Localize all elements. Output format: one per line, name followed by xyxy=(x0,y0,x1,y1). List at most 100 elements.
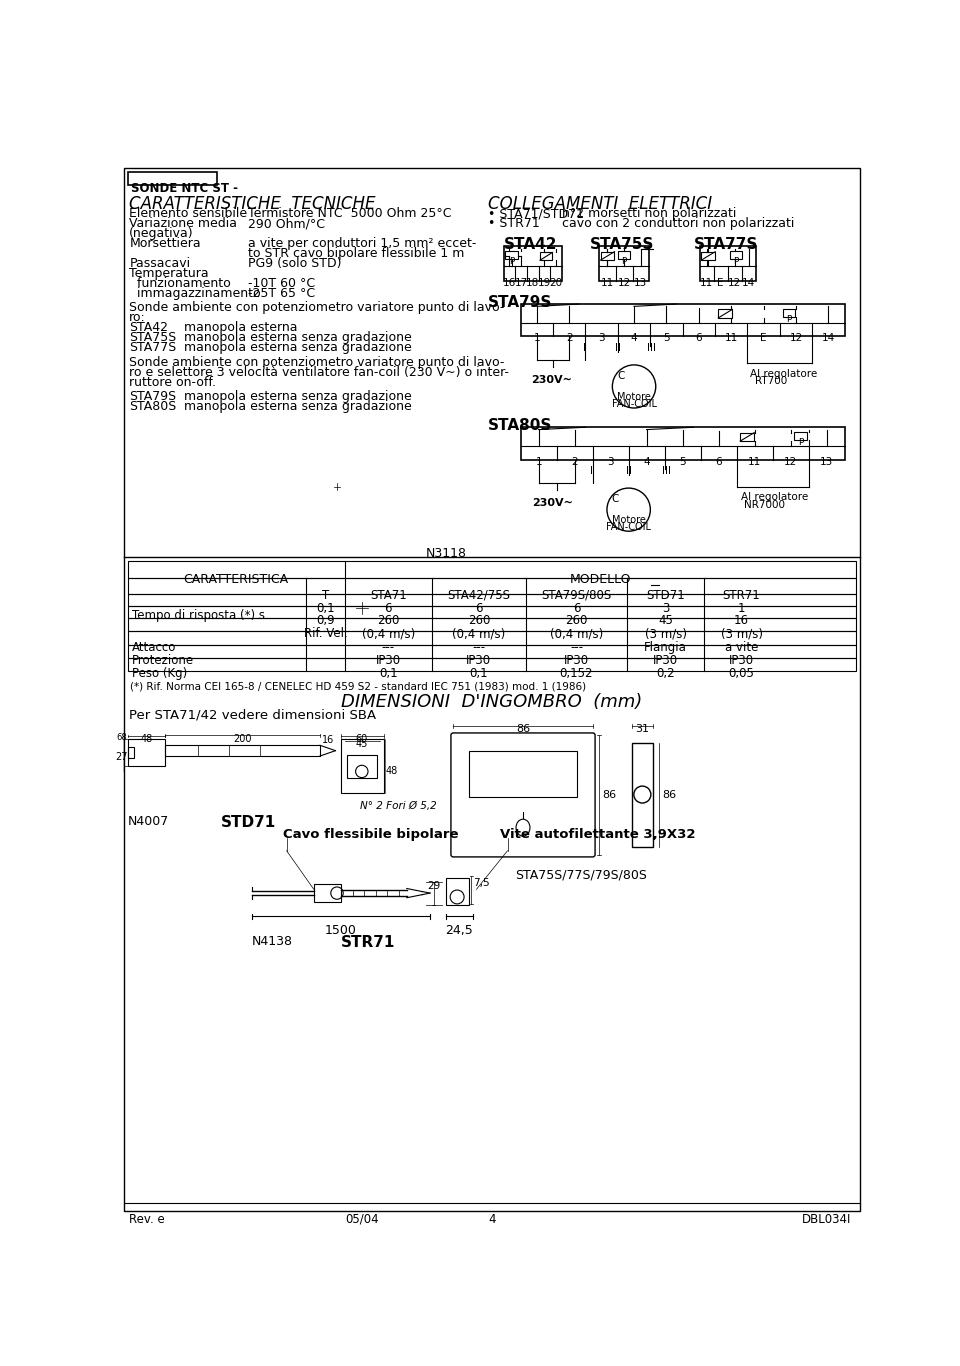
Text: STA80S: STA80S xyxy=(488,418,553,433)
Text: 11: 11 xyxy=(725,333,738,343)
Bar xyxy=(618,251,631,260)
Text: (0,4 m/s): (0,4 m/s) xyxy=(452,627,506,641)
Text: 0,9: 0,9 xyxy=(316,615,335,627)
Text: 4: 4 xyxy=(489,1213,495,1225)
Text: 12: 12 xyxy=(617,277,631,288)
Bar xyxy=(730,251,742,260)
Bar xyxy=(632,743,653,847)
Text: Variazione media: Variazione media xyxy=(130,217,237,229)
Text: FAN-COIL: FAN-COIL xyxy=(612,399,657,408)
Text: PG9 (solo STD): PG9 (solo STD) xyxy=(248,257,342,270)
Text: Al regolatore: Al regolatore xyxy=(750,369,817,378)
Text: Termistore NTC  5000 Ohm 25°C: Termistore NTC 5000 Ohm 25°C xyxy=(248,208,451,220)
Text: manopola esterna senza gradazione: manopola esterna senza gradazione xyxy=(183,331,411,344)
Text: IP30: IP30 xyxy=(467,654,492,668)
Text: MODELLO: MODELLO xyxy=(569,572,632,586)
Text: a vite: a vite xyxy=(725,641,758,654)
Text: STA75S: STA75S xyxy=(130,331,177,344)
Text: P: P xyxy=(509,257,515,266)
Text: IP30: IP30 xyxy=(375,654,400,668)
Text: -10T 60 °C: -10T 60 °C xyxy=(248,277,315,290)
Text: N3118: N3118 xyxy=(426,548,468,560)
Bar xyxy=(128,739,165,766)
Text: 6: 6 xyxy=(475,602,483,615)
Text: CARATTERISTICA: CARATTERISTICA xyxy=(183,572,289,586)
Text: N° 2 Fori Ø 5,2: N° 2 Fori Ø 5,2 xyxy=(360,800,437,810)
Text: manopola esterna senza gradazione: manopola esterna senza gradazione xyxy=(183,391,411,403)
Text: 0,1: 0,1 xyxy=(316,602,335,615)
Bar xyxy=(601,251,614,260)
Text: E: E xyxy=(717,277,724,288)
Text: 4: 4 xyxy=(631,333,637,343)
Text: Temperatura: Temperatura xyxy=(130,268,209,280)
Text: CARATTERISTICHE  TECNICHE: CARATTERISTICHE TECNICHE xyxy=(130,195,375,213)
Text: RT700: RT700 xyxy=(756,377,787,387)
Bar xyxy=(794,432,806,440)
Text: 45: 45 xyxy=(659,615,673,627)
Text: Protezione: Protezione xyxy=(132,654,194,668)
Text: 60: 60 xyxy=(355,735,368,744)
Text: C: C xyxy=(617,372,624,381)
Text: 14: 14 xyxy=(742,277,756,288)
Text: IP30: IP30 xyxy=(564,654,589,668)
Text: FAN-COIL: FAN-COIL xyxy=(606,522,651,531)
Text: STA75S: STA75S xyxy=(590,238,655,253)
Text: 68: 68 xyxy=(116,734,127,742)
Text: 0,2: 0,2 xyxy=(657,668,675,680)
Bar xyxy=(783,309,796,317)
Bar xyxy=(445,878,468,904)
Text: STA77S: STA77S xyxy=(694,238,758,253)
Text: 31: 31 xyxy=(636,724,649,735)
Text: 6: 6 xyxy=(573,602,580,615)
Text: 290 Ohm/°C: 290 Ohm/°C xyxy=(248,217,324,229)
Text: 86: 86 xyxy=(662,790,677,799)
Text: 14: 14 xyxy=(822,333,835,343)
Text: P: P xyxy=(733,257,739,266)
Bar xyxy=(599,246,649,281)
Text: 200: 200 xyxy=(233,734,252,743)
Text: cavo con 2 conduttori non polarizzati: cavo con 2 conduttori non polarizzati xyxy=(562,217,794,229)
Text: Sonde ambiente con potenziometro variatore punto di lavo-: Sonde ambiente con potenziometro variato… xyxy=(130,355,505,369)
Text: (negativa): (negativa) xyxy=(130,227,194,240)
Text: STA77S: STA77S xyxy=(130,342,177,354)
Text: (0,4 m/s): (0,4 m/s) xyxy=(550,627,603,641)
Bar xyxy=(128,645,856,658)
Text: 13: 13 xyxy=(820,456,833,467)
Text: N4138: N4138 xyxy=(252,936,293,948)
Text: 11: 11 xyxy=(700,277,713,288)
Text: 11: 11 xyxy=(601,277,614,288)
Text: 0,05: 0,05 xyxy=(729,668,755,680)
Text: Vite autofilettante 3,9X32: Vite autofilettante 3,9X32 xyxy=(500,828,695,840)
Text: 260: 260 xyxy=(468,615,490,627)
Text: P: P xyxy=(798,438,804,447)
Text: 3: 3 xyxy=(608,456,614,467)
Text: STA71: STA71 xyxy=(370,589,406,602)
Text: ruttore on-off.: ruttore on-off. xyxy=(130,376,216,389)
Text: ---: --- xyxy=(570,641,583,654)
Bar xyxy=(341,739,383,794)
Text: 13: 13 xyxy=(635,277,648,288)
Text: Peso (Kg): Peso (Kg) xyxy=(132,668,187,680)
Text: Cavo flessibile bipolare: Cavo flessibile bipolare xyxy=(283,828,458,840)
Bar xyxy=(128,607,856,619)
Text: 16: 16 xyxy=(503,277,516,288)
Text: 24,5: 24,5 xyxy=(444,923,472,937)
Text: to STR cavo bipolare flessibile 1 m: to STR cavo bipolare flessibile 1 m xyxy=(248,247,465,260)
Text: 48: 48 xyxy=(140,735,153,744)
Text: Tempo di risposta (*) s: Tempo di risposta (*) s xyxy=(132,609,265,622)
Text: ---: --- xyxy=(472,641,486,654)
Text: 12: 12 xyxy=(784,456,797,467)
Text: STA79S: STA79S xyxy=(130,391,177,403)
Text: P: P xyxy=(621,257,627,266)
Bar xyxy=(701,251,715,260)
Text: Morsettiera: Morsettiera xyxy=(130,238,201,250)
Text: STA42: STA42 xyxy=(504,238,558,253)
Text: manopola esterna senza gradazione: manopola esterna senza gradazione xyxy=(183,400,411,414)
Text: 86: 86 xyxy=(516,724,530,735)
Bar xyxy=(128,172,217,186)
Bar xyxy=(740,433,755,441)
Text: DIMENSIONI  D'INGOMBRO  (mm): DIMENSIONI D'INGOMBRO (mm) xyxy=(342,693,642,710)
Text: 6: 6 xyxy=(715,456,722,467)
Text: P: P xyxy=(786,314,792,324)
Text: Motore: Motore xyxy=(617,392,651,402)
